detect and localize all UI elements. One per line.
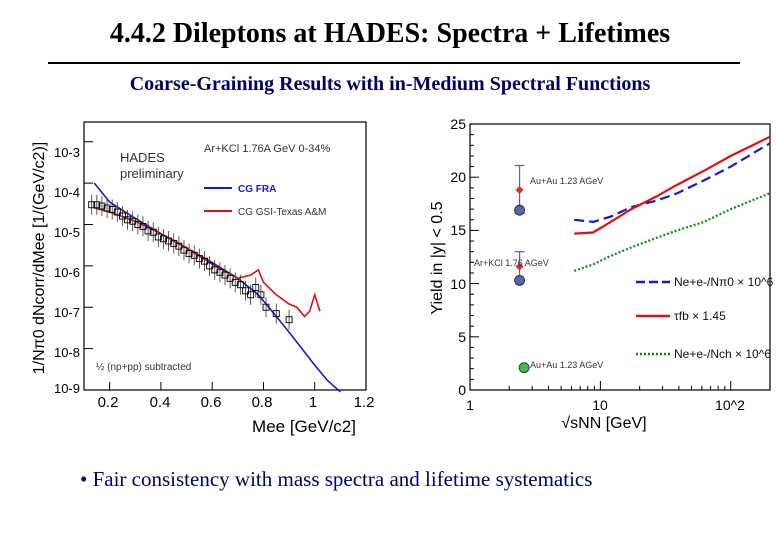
left-data-point bbox=[113, 208, 121, 216]
left-data-point bbox=[103, 204, 111, 212]
left-xtick-label: 0.4 bbox=[150, 394, 171, 411]
left-data-point bbox=[175, 242, 183, 250]
left-data-point bbox=[134, 221, 142, 228]
right-legend-label-red: τfb × 1.45 bbox=[674, 309, 726, 323]
right-ytick-label: 10 bbox=[450, 276, 466, 292]
left-ytick-label: 10-6 bbox=[54, 265, 80, 280]
right-series-line-1 bbox=[574, 135, 771, 235]
left-ylabel: 1/Nπ0 dNcorr/dMee [1/(GeV/c2)] bbox=[31, 142, 48, 374]
left-xtick-label: 0.6 bbox=[201, 394, 222, 411]
left-data-point bbox=[93, 201, 101, 209]
right-series bbox=[514, 135, 771, 374]
left-data-point bbox=[236, 281, 244, 289]
right-data-point bbox=[515, 262, 524, 271]
figure-panel: 0.2 0.4 0.6 0.8 1 1.2 10-3 10-4 10-5 10-… bbox=[4, 108, 780, 438]
right-text: 0 5 10 15 20 25 1 10 10^2 √sNN [GeV] Yie… bbox=[429, 116, 774, 432]
left-data-point bbox=[88, 201, 96, 209]
left-data-point bbox=[231, 278, 239, 286]
left-ytick-label: 10-7 bbox=[54, 305, 80, 320]
left-data-point bbox=[242, 287, 249, 295]
right-plot-frame bbox=[469, 123, 771, 391]
left-data-point bbox=[247, 291, 255, 299]
right-xtick-label: 10^2 bbox=[715, 397, 745, 413]
right-data-point bbox=[515, 185, 524, 194]
left-text: 0.2 0.4 0.6 0.8 1 1.2 10-3 10-4 10-5 10-… bbox=[31, 142, 374, 436]
right-data-point bbox=[514, 275, 525, 286]
left-data-point bbox=[185, 249, 193, 257]
right-xlabel: √sNN [GeV] bbox=[561, 415, 646, 432]
left-legend-label-blue: CG FRA bbox=[238, 184, 276, 195]
left-series bbox=[88, 182, 341, 393]
left-annotation-subtracted: ½ (np+pp) subtracted bbox=[96, 362, 191, 373]
left-data-point bbox=[98, 202, 106, 210]
right-panel-bg bbox=[424, 108, 780, 438]
slide-title: 4.4.2 Dileptons at HADES: Spectra + Life… bbox=[109, 18, 671, 49]
left-series-line-0 bbox=[93, 182, 341, 393]
right-ticks bbox=[469, 123, 771, 391]
bullet-text: • Fair consistency with mass spectra and… bbox=[80, 467, 593, 491]
left-ytick-label: 10-3 bbox=[54, 145, 80, 160]
left-annotation-hades: HADES bbox=[120, 150, 165, 165]
right-ytick-label: 0 bbox=[458, 382, 466, 398]
right-annotation-auau-top: Au+Au 1.23 AGeV bbox=[530, 176, 603, 186]
left-data-point bbox=[149, 228, 157, 236]
left-xtick-label: 0.8 bbox=[252, 394, 273, 411]
right-ytick-label: 25 bbox=[450, 116, 466, 132]
right-legend-label-green: Ne+e-/Nch × 10^6 bbox=[674, 347, 771, 361]
left-xtick-label: 1 bbox=[309, 394, 317, 411]
right-ytick-label: 20 bbox=[450, 169, 466, 185]
left-annotation-system: Ar+KCl 1.76A GeV 0-34% bbox=[204, 143, 330, 155]
left-ytick-label: 10-4 bbox=[54, 185, 80, 200]
left-data-point bbox=[160, 235, 167, 243]
left-data-point bbox=[211, 266, 219, 274]
left-data-point bbox=[124, 216, 132, 224]
left-xlabel: Mee [GeV/c2] bbox=[252, 417, 356, 436]
left-annotation-preliminary: preliminary bbox=[120, 166, 184, 181]
right-legend-label-blue: Ne+e-/Nπ0 × 10^6 bbox=[674, 275, 774, 289]
left-xtick-label: 0.2 bbox=[98, 394, 119, 411]
left-panel-bg bbox=[4, 108, 380, 438]
left-xtick-label: 1.2 bbox=[354, 394, 375, 411]
right-series-line-2 bbox=[573, 192, 771, 272]
left-data-point bbox=[108, 206, 116, 213]
right-annotation-auau-bottom: Au+Au 1.23 AGeV bbox=[530, 360, 603, 370]
left-ytick-label: 10-9 bbox=[54, 381, 80, 396]
right-ytick-label: 15 bbox=[450, 222, 466, 238]
title-underline bbox=[48, 62, 740, 64]
left-panel: 0.2 0.4 0.6 0.8 1 1.2 10-3 10-4 10-5 10-… bbox=[4, 108, 380, 438]
left-data-point bbox=[226, 274, 234, 282]
left-ytick-label: 10-5 bbox=[54, 225, 80, 240]
right-data-point bbox=[514, 204, 525, 216]
left-data-point bbox=[165, 237, 173, 245]
right-ytick-label: 5 bbox=[458, 329, 466, 345]
left-data-point bbox=[257, 291, 265, 299]
left-data-point bbox=[139, 222, 147, 230]
left-data-point bbox=[272, 310, 280, 318]
left-data-point bbox=[201, 257, 208, 265]
right-xtick-label: 10 bbox=[592, 397, 608, 413]
right-ylabel: Yield in |y| < 0.5 bbox=[429, 201, 446, 314]
left-data-point bbox=[144, 227, 152, 235]
left-data-point bbox=[285, 316, 293, 324]
left-legend-label-red: CG GSI-Texas A&M bbox=[238, 207, 326, 218]
left-data-point bbox=[206, 262, 214, 270]
left-data-point bbox=[154, 233, 162, 241]
left-data-point bbox=[262, 303, 270, 311]
left-data-point bbox=[119, 212, 126, 220]
right-annotation-arkcl: Ar+KCl 1.76 AGeV bbox=[474, 258, 549, 268]
left-plot-frame bbox=[83, 121, 367, 391]
right-xtick-label: 1 bbox=[466, 397, 474, 413]
left-ytick-label: 10-8 bbox=[54, 345, 80, 360]
right-series-line-0 bbox=[574, 142, 771, 224]
figure-svg: 0.2 0.4 0.6 0.8 1 1.2 10-3 10-4 10-5 10-… bbox=[4, 108, 780, 438]
slide-subtitle: Coarse-Graining Results with in-Medium S… bbox=[129, 73, 651, 95]
left-data-point bbox=[252, 284, 260, 291]
left-ticks bbox=[84, 141, 367, 391]
right-data-point bbox=[518, 362, 530, 374]
right-panel: 0 5 10 15 20 25 1 10 10^2 √sNN [GeV] Yie… bbox=[424, 108, 780, 438]
